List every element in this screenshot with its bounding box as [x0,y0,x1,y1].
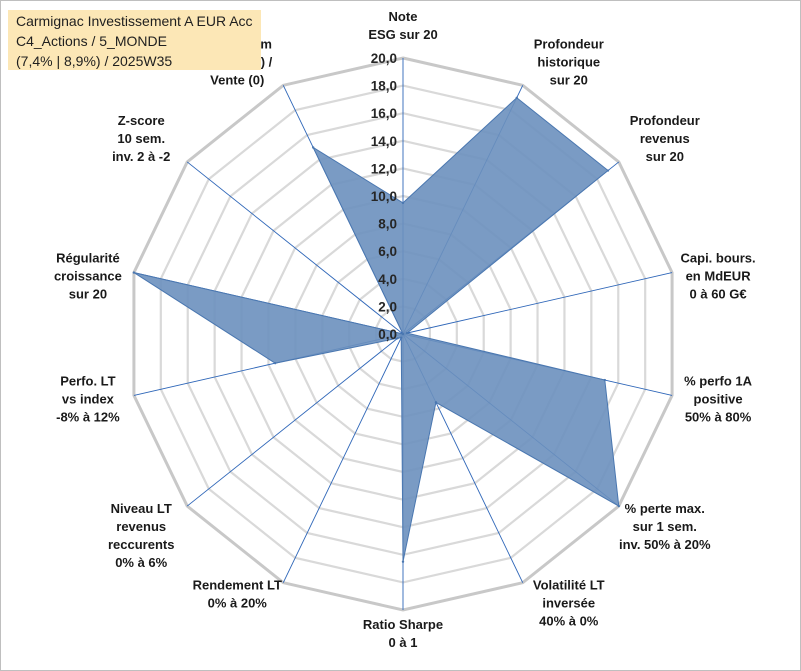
axis-label-line: 0 à 1 [389,635,418,650]
tick-label: 6,0 [378,244,397,259]
tick-label: 2,0 [378,299,397,314]
tick-label: 20,0 [371,51,397,66]
axis-label-line: % perte max. [625,501,705,516]
radar-series [132,96,620,563]
series-point [606,169,610,172]
axis-label-line: sur 20 [69,287,107,302]
tick-label: 10,0 [371,189,397,204]
axis-label-line: Note [389,9,418,24]
series-point [401,332,405,336]
axis-label-line: Vente (0) [210,72,264,87]
axis-label: Note ESG sur 20 [368,9,437,42]
tick-label: 4,0 [378,272,397,287]
series-point [396,337,399,340]
axis-label: Niveau LT revenus reccurents 0% à 6% [108,501,174,570]
axis-label-line: inv. 50% à 20% [619,537,711,552]
series-point [400,336,403,339]
tick-label: 0,0 [378,327,397,342]
tick-label: 14,0 [371,134,397,149]
axis-label: Profondeur historique sur 20 [534,36,604,87]
axis-labels: Note ESG sur 20 Profondeur historique sur 20… [54,9,756,650]
tick-label: 12,0 [371,161,397,176]
axis-label-line: -8% à 12% [56,409,120,424]
axis-label: Z-score 10 sem. inv. 2 à -2 [112,113,170,164]
series-point [401,560,405,563]
axis-label-line: 0% à 20% [208,596,268,611]
axis-label-line: Capi. bours. [681,251,756,266]
axis-label-line: Rendement LT [193,578,282,593]
spoke-line [402,272,673,335]
axis-label-line: revenus [116,519,166,534]
series-point [617,504,620,508]
fund-category: C4_Actions / 5_MONDE [16,33,167,49]
axis-label-line: Profondeur [630,113,700,128]
axis-label: % perfo 1A positive 50% à 80% [684,373,753,424]
axis-label-line: vs index [62,391,115,406]
axis-label-line: Niveau LT [111,501,172,516]
axis-label-line: 10 sem. [117,131,165,146]
series-point [311,146,315,149]
axis-label: Ratio Sharpe 0 à 1 [363,617,443,650]
axis-label-line: sur 20 [550,72,588,87]
axis-label-line: % perfo 1A [684,373,753,388]
axis-label-line: sur 20 [646,149,684,164]
series-point [273,361,277,365]
fund-name: Carmignac Investissement A EUR Acc [16,13,253,29]
series-point [401,201,405,205]
axis-label-line: en MdEUR [686,269,752,284]
spoke-line [186,161,404,335]
series-point [603,378,607,382]
axis-label: Capi. bours. en MdEUR 0 à 60 G€ [681,251,756,302]
axis-label-line: Ratio Sharpe [363,617,443,632]
axis-label-line: revenus [640,131,690,146]
fund-title-box: Carmignac Investissement A EUR Acc C4_Ac… [8,10,261,70]
series-point [132,271,136,274]
axis-label-line: Z-score [118,113,165,128]
series-point [515,96,518,99]
series-point [434,401,438,404]
axis-label: % perte max. sur 1 sem. inv. 50% à 20% [619,501,711,552]
axis-label-line: Perfo. LT [60,373,115,388]
axis-label: Perfo. LT vs index -8% à 12% [56,373,120,424]
axis-label-line: croissance [54,269,122,284]
axis-label-line: 0 à 60 G€ [690,287,747,302]
axis-label-line: positive [694,391,743,406]
axis-label-line: 50% à 80% [685,409,752,424]
axis-label: Rendement LT 0% à 20% [193,578,282,611]
axis-label-line: inversée [542,596,595,611]
axis-label: Volatilité LT inversée 40% à 0% [533,578,605,629]
axis-label-line: sur 1 sem. [633,519,697,534]
axis-label-line: ESG sur 20 [368,27,437,42]
radial-tick-labels: 0,0 2,0 4,0 6,0 8,0 10,0 12,0 14,0 16,0 18,0 20,0 [371,51,397,342]
axis-label: Profondeur revenus sur 20 [630,113,700,164]
axis-label-line: 40% à 0% [539,614,599,629]
series-point [405,331,409,335]
axis-label-line: historique [537,54,600,69]
axis-label-line: 0% à 6% [115,555,167,570]
spoke-line [186,333,404,507]
axis-label-line: inv. 2 à -2 [112,149,170,164]
axis-label-line: reccurents [108,537,174,552]
tick-label: 18,0 [371,79,397,94]
spoke-line [282,333,404,583]
fund-stats-period: (7,4% | 8,9%) / 2025W35 [16,53,173,69]
axis-label-line: Profondeur [534,36,604,51]
axis-label-line: Volatilité LT [533,578,605,593]
axis-label: Régularité croissance sur 20 [54,251,122,302]
axis-label-line: Régularité [56,251,120,266]
tick-label: 16,0 [371,106,397,121]
tick-label: 8,0 [378,217,397,232]
